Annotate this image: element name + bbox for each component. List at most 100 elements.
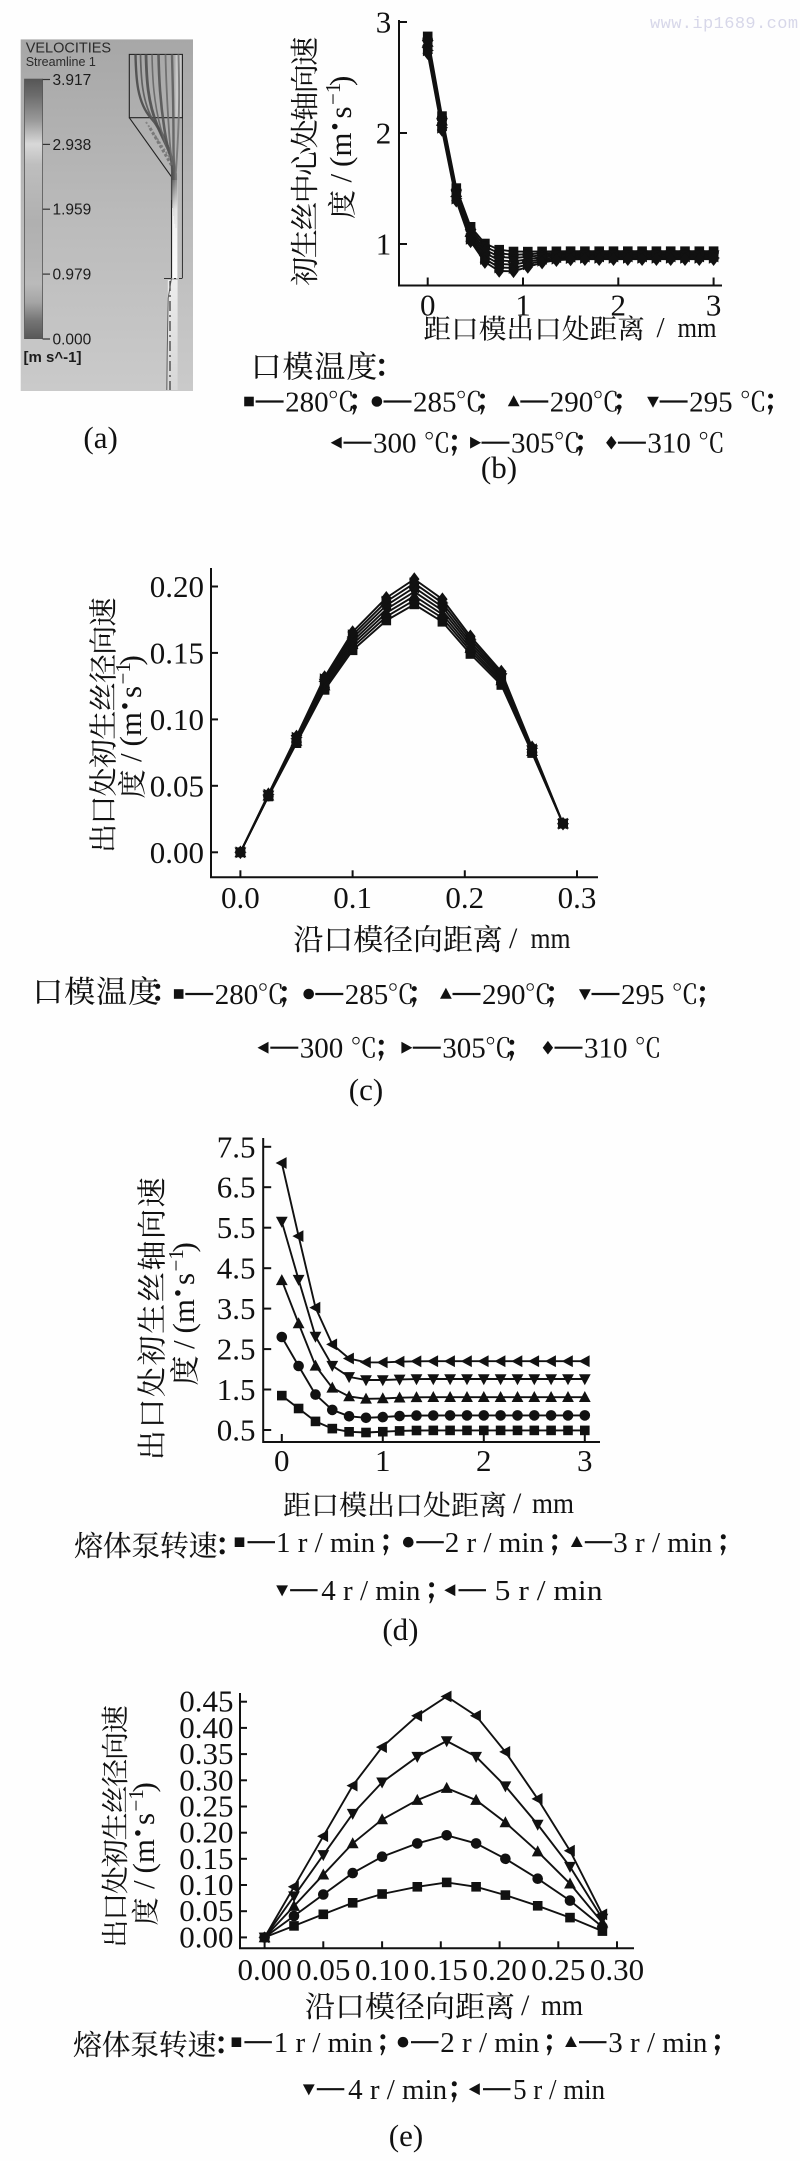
svg-text:−1: −1	[111, 662, 135, 684]
svg-text:0.1: 0.1	[333, 880, 372, 915]
svg-text:(a): (a)	[83, 420, 117, 455]
svg-text:(m: (m	[323, 133, 358, 167]
svg-text:0.0: 0.0	[221, 880, 260, 915]
svg-text:/: /	[513, 1487, 522, 1520]
svg-text:VELOCITIES: VELOCITIES	[26, 41, 111, 57]
svg-text:4.5: 4.5	[217, 1251, 256, 1286]
svg-text:s: s	[126, 1813, 161, 1825]
svg-text:(m: (m	[126, 1839, 161, 1873]
svg-text:300: 300	[373, 428, 417, 460]
svg-text:3: 3	[577, 1443, 593, 1478]
svg-text:0.10: 0.10	[355, 1952, 409, 1987]
svg-text:/: /	[323, 174, 358, 183]
svg-text:0.05: 0.05	[296, 1952, 350, 1987]
svg-text:285: 285	[413, 386, 457, 418]
svg-text:): )	[113, 655, 148, 665]
svg-text:7.5: 7.5	[217, 1129, 256, 1164]
svg-text:/: /	[509, 922, 518, 955]
svg-text:1.5: 1.5	[217, 1372, 256, 1407]
svg-text:): )	[126, 1782, 161, 1792]
svg-text:[m s^-1]: [m s^-1]	[24, 349, 82, 366]
svg-text:www.ip1689.com: www.ip1689.com	[650, 15, 798, 34]
svg-text:2: 2	[611, 288, 627, 323]
svg-text:3.917: 3.917	[53, 72, 92, 89]
svg-text:−1: −1	[124, 1789, 148, 1811]
svg-text:310: 310	[584, 1033, 628, 1065]
svg-text:0: 0	[420, 288, 436, 323]
svg-text:0.20: 0.20	[179, 1815, 233, 1850]
svg-text:1: 1	[515, 288, 531, 323]
svg-text:3.5: 3.5	[217, 1291, 256, 1326]
svg-text:0.00: 0.00	[237, 1952, 291, 1987]
svg-text:mm: mm	[531, 922, 571, 955]
svg-text:0.3: 0.3	[558, 880, 597, 915]
svg-text:280: 280	[215, 979, 258, 1011]
svg-text:/: /	[126, 1880, 161, 1889]
svg-text:2: 2	[376, 116, 392, 151]
svg-text:(e): (e)	[389, 2118, 423, 2153]
svg-text:0.00: 0.00	[150, 835, 204, 870]
svg-text:305: 305	[442, 1033, 486, 1065]
svg-text:280: 280	[285, 386, 329, 418]
svg-text:(b): (b)	[481, 450, 517, 485]
svg-text:(m: (m	[113, 712, 148, 746]
svg-text:0.15: 0.15	[150, 635, 204, 670]
svg-text:0.25: 0.25	[179, 1789, 233, 1824]
svg-text:1: 1	[376, 227, 392, 262]
svg-text:0.05: 0.05	[150, 768, 204, 803]
svg-text:0.20: 0.20	[472, 1952, 526, 1987]
svg-text:0.15: 0.15	[179, 1841, 233, 1876]
svg-text:1 r / min: 1 r / min	[276, 1527, 376, 1559]
svg-text:2.5: 2.5	[217, 1332, 256, 1367]
svg-text:5 r / min: 5 r / min	[495, 1575, 603, 1607]
svg-text:5.5: 5.5	[217, 1210, 256, 1245]
svg-text:290: 290	[482, 979, 526, 1011]
svg-text:0.00: 0.00	[179, 1919, 233, 1954]
svg-text:300: 300	[300, 1033, 344, 1065]
svg-text:s: s	[323, 106, 358, 118]
svg-text:mm: mm	[541, 1989, 583, 2022]
svg-text:mm: mm	[678, 312, 717, 344]
svg-text:0: 0	[274, 1443, 290, 1478]
svg-text:): )	[323, 76, 358, 86]
svg-text:6.5: 6.5	[217, 1170, 256, 1205]
svg-text:3: 3	[376, 5, 392, 40]
svg-text:s: s	[166, 1273, 201, 1285]
svg-text:5 r / min: 5 r / min	[513, 2074, 605, 2106]
svg-text:−1: −1	[321, 83, 345, 105]
svg-text:(m: (m	[166, 1299, 201, 1333]
svg-text:2 r / min: 2 r / min	[445, 1527, 545, 1559]
svg-text:0.35: 0.35	[179, 1736, 233, 1771]
svg-text:Streamline 1: Streamline 1	[26, 55, 96, 69]
svg-text:2: 2	[476, 1443, 492, 1478]
svg-text:/: /	[657, 312, 666, 344]
svg-text:0.15: 0.15	[414, 1952, 468, 1987]
svg-text:0.10: 0.10	[150, 702, 204, 737]
svg-text:(d): (d)	[382, 1612, 418, 1647]
svg-text:295: 295	[689, 386, 733, 418]
svg-text:0.45: 0.45	[179, 1684, 233, 1719]
svg-text:−1: −1	[164, 1249, 188, 1271]
svg-text:0.5: 0.5	[217, 1413, 256, 1448]
svg-text:0.25: 0.25	[531, 1952, 585, 1987]
svg-text:0.10: 0.10	[179, 1867, 233, 1902]
svg-text:290: 290	[550, 386, 594, 418]
svg-text:0.30: 0.30	[590, 1952, 644, 1987]
svg-text:0.40: 0.40	[179, 1710, 233, 1745]
svg-text:1 r / min: 1 r / min	[274, 2027, 374, 2059]
svg-text:0.30: 0.30	[179, 1762, 233, 1797]
svg-text:mm: mm	[532, 1487, 574, 1520]
svg-text:/: /	[113, 753, 148, 762]
svg-text:305: 305	[511, 428, 555, 460]
svg-text:4 r / min: 4 r / min	[348, 2074, 448, 2106]
svg-text:2 r / min: 2 r / min	[440, 2027, 540, 2059]
svg-text:0.979: 0.979	[53, 267, 92, 284]
svg-text:0.20: 0.20	[150, 569, 204, 604]
svg-text:3 r / min: 3 r / min	[608, 2027, 708, 2059]
svg-text:): )	[166, 1242, 201, 1252]
svg-text:s: s	[113, 686, 148, 698]
svg-text:2.938: 2.938	[53, 137, 92, 154]
svg-text:3: 3	[706, 288, 722, 323]
svg-text:0.000: 0.000	[53, 332, 92, 349]
svg-text:4 r / min: 4 r / min	[321, 1575, 421, 1607]
